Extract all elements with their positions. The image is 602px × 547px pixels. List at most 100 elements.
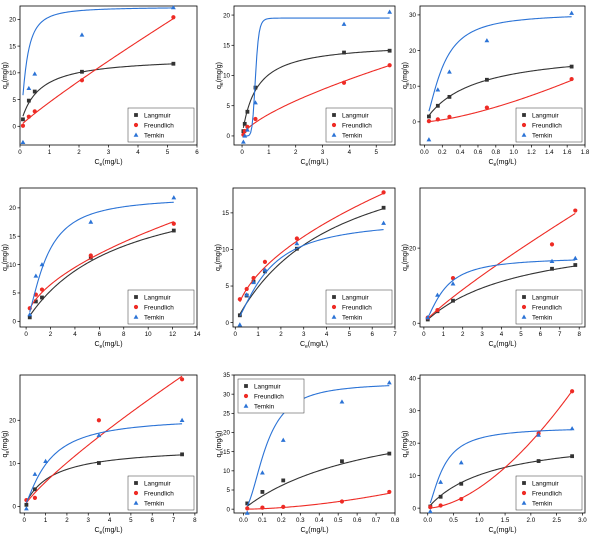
legend-label-langmuir: Langmuir (144, 480, 172, 487)
temkin-data-point (79, 32, 85, 37)
y-tick-label: 5 (226, 283, 230, 290)
x-axis-label: Ce(mg/L) (300, 527, 328, 536)
langmuir-data-point (484, 77, 489, 82)
y-axis-label: qe(mg/g) (402, 431, 411, 458)
freundlich-data-point (39, 287, 45, 292)
y-tick-label: 20 (409, 48, 416, 55)
temkin-data-point (341, 21, 347, 26)
langmuir-data-point (447, 94, 452, 99)
legend: Langmuir Freundlich Temkin (237, 378, 305, 414)
y-tick-label: 0 (227, 133, 231, 140)
x-tick-label: 5 (348, 331, 352, 338)
temkin-fit-line (428, 16, 572, 112)
langmuir-data-point (387, 48, 392, 53)
freundlich-data-point (435, 307, 440, 313)
x-tick-label: 0.7 (372, 517, 381, 524)
legend-label-freundlich: Freundlich (144, 490, 174, 497)
temkin-data-point (39, 262, 45, 267)
freundlich-data-point (339, 499, 345, 504)
y-tick-label: 20 (223, 430, 230, 437)
x-tick-label: 10 (145, 331, 152, 338)
isotherm-panel-5: 0 1 2 3 4 5 6 7 0 5 10 15 Ce(mg/L) qe(mg/g) Langmuir Fr… (215, 187, 397, 350)
y-tick-label: 0 (413, 505, 417, 512)
freundlich-data-point (245, 506, 250, 511)
y-tick-label: 15 (9, 233, 16, 240)
legend-marker-langmuir (522, 481, 526, 485)
x-tick-label: 0 (422, 331, 426, 338)
freundlich-fit-line (427, 212, 576, 320)
x-tick-label: 0.5 (449, 517, 458, 524)
legend-label-freundlich: Freundlich (342, 304, 372, 311)
x-axis-label: Ce(mg/L) (488, 527, 516, 536)
y-axis-label: qe(mg/g) (216, 431, 225, 458)
x-tick-label: 0.1 (258, 517, 267, 524)
x-tick-label: 0.8 (391, 517, 400, 524)
x-tick-label: 1 (256, 331, 260, 338)
y-tick-label: 5 (13, 97, 17, 104)
y-tick-label: 10 (222, 247, 229, 254)
temkin-data-point (447, 69, 452, 74)
x-tick-label: 1 (44, 517, 48, 524)
freundlich-data-point (459, 496, 464, 502)
legend-marker-freundlich (133, 490, 139, 496)
temkin-data-point (245, 127, 250, 132)
langmuir-data-point (242, 121, 247, 126)
x-tick-label: 3 (480, 331, 484, 338)
temkin-data-point (339, 399, 345, 404)
legend-label-langmuir: Langmuir (144, 112, 172, 119)
legend-label-freundlich: Freundlich (342, 122, 372, 129)
legend-marker-freundlich (521, 122, 527, 128)
freundlich-data-point (32, 495, 38, 501)
freundlich-data-point (253, 116, 258, 122)
temkin-data-point (280, 437, 286, 442)
legend-marker-temkin (133, 500, 139, 505)
x-tick-label: 0.2 (277, 517, 286, 524)
x-tick-label: 0.0 (423, 517, 432, 524)
x-tick-label: 1 (267, 149, 271, 156)
y-tick-label: 15 (223, 42, 230, 49)
freundlich-data-point (237, 297, 242, 302)
langmuir-data-point (569, 64, 574, 69)
legend-label-freundlich: Freundlich (532, 304, 562, 311)
langmuir-data-point (435, 103, 440, 108)
temkin-data-point (427, 508, 433, 514)
freundlich-data-point (20, 123, 26, 128)
temkin-data-point (569, 426, 575, 431)
temkin-data-point (251, 279, 256, 285)
legend: Langmuir Freundlich Temkin (515, 475, 583, 511)
x-tick-label: 1.6 (563, 149, 572, 156)
temkin-data-point (253, 100, 258, 105)
langmuir-data-point (171, 61, 176, 66)
temkin-data-point (240, 139, 246, 144)
isotherm-panel-6: 0 1 2 3 4 5 6 7 8 0 20 Ce(mg/L) qe(mg/g) Langmuir Freu… (402, 187, 586, 350)
x-tick-label: 0.5 (334, 517, 343, 524)
x-tick-label: 8 (193, 517, 197, 524)
langmuir-data-point (24, 502, 29, 507)
freundlich-fit-line (25, 375, 183, 504)
langmuir-data-point (438, 494, 443, 499)
y-tick-label: 10 (409, 83, 416, 90)
legend-marker-temkin (133, 132, 139, 137)
x-tick-label: 1.5 (501, 517, 510, 524)
y-tick-label: 30 (409, 408, 416, 415)
x-tick-label: 4 (348, 149, 352, 156)
x-tick-label: 2 (77, 149, 81, 156)
temkin-data-point (450, 281, 456, 286)
y-tick-label: 25 (223, 411, 230, 418)
freundlich-data-point (171, 15, 176, 20)
legend-label-langmuir: Langmuir (342, 112, 370, 119)
freundlich-data-point (242, 129, 247, 134)
langmuir-data-point (381, 205, 386, 210)
legend-label-freundlich: Freundlich (144, 304, 174, 311)
x-tick-label: 0 (24, 331, 28, 338)
langmuir-data-point (171, 228, 176, 233)
freundlich-data-point (381, 190, 386, 195)
plot-frame (232, 187, 396, 328)
freundlich-data-point (179, 377, 185, 382)
temkin-data-point (387, 9, 393, 14)
isotherm-panel-9: 0.0 0.5 1.0 1.5 2.0 2.5 3.0 0 10 20 30 40 Ce(mg/L) qe… (402, 374, 587, 536)
legend-marker-temkin (331, 132, 337, 137)
legend-marker-temkin (133, 314, 139, 319)
temkin-data-point (260, 470, 265, 475)
legend-marker-temkin (521, 314, 527, 319)
